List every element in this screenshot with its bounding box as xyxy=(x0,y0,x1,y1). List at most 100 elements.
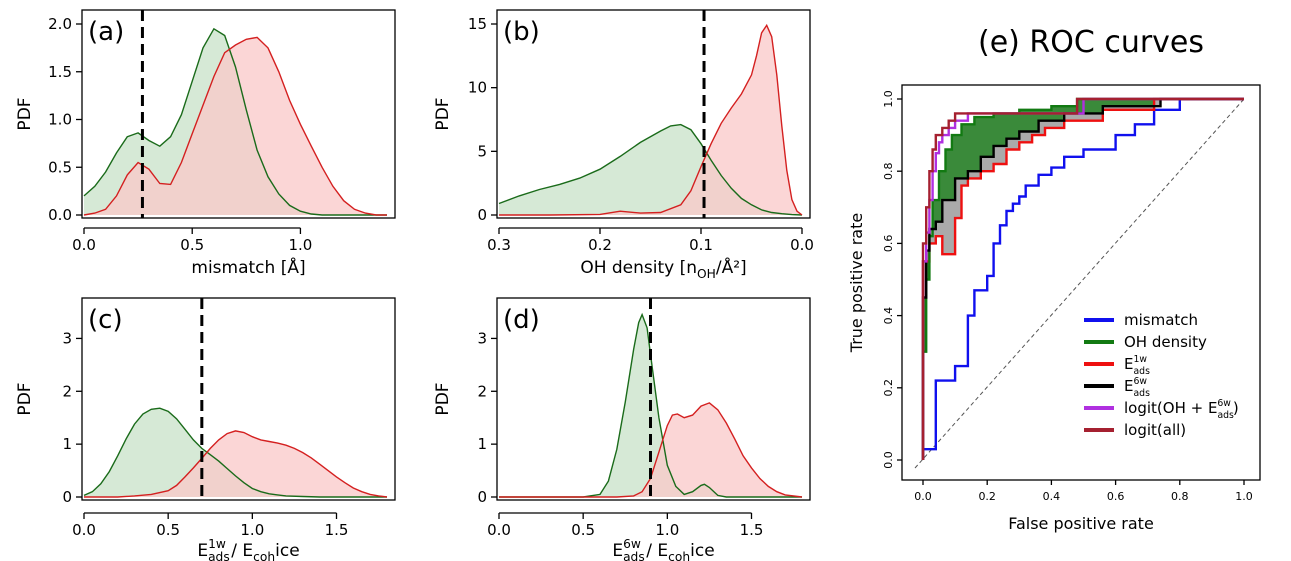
y-tick-label: 1.0 xyxy=(48,111,72,129)
x-tick-label: 0.0 xyxy=(72,521,96,539)
y-tick-label: 5 xyxy=(477,142,487,160)
y-tick-label: 15 xyxy=(468,15,487,33)
plot-frame xyxy=(496,297,811,501)
y-axis-label: PDF xyxy=(15,382,35,415)
y-tick-label: 0.0 xyxy=(48,206,72,224)
legend-label: OH density xyxy=(1124,333,1207,351)
plot-frame xyxy=(901,84,1261,481)
density-area xyxy=(84,408,387,497)
y-tick-label: 10 xyxy=(468,79,487,97)
plot-frame xyxy=(81,9,396,219)
y-tick-label: 0 xyxy=(477,488,487,506)
label-part: /Å²] xyxy=(716,256,747,278)
x-tick-label: 0.5 xyxy=(180,236,204,254)
x-tick-label: 0.1 xyxy=(689,236,713,254)
y-tick-label: 0.0 xyxy=(882,451,895,469)
roc-title: (e) ROC curves xyxy=(978,25,1204,60)
label-part: ice xyxy=(690,541,715,561)
legend-label: logit(all) xyxy=(1124,421,1186,439)
x-tick-label: 1.0 xyxy=(1235,490,1253,503)
axis-label: mismatch [Å] xyxy=(191,256,305,278)
density-area xyxy=(84,37,387,216)
y-axis-label: True positive rate xyxy=(847,213,866,353)
x-tick-label: 0.0 xyxy=(790,236,814,254)
y-tick-label: 0.5 xyxy=(48,158,72,176)
density-area xyxy=(499,25,802,215)
y-tick-label: 1.0 xyxy=(882,90,895,108)
x-axis-label: False positive rate xyxy=(1008,514,1154,533)
x-tick-label: 1.5 xyxy=(325,521,349,539)
roc-curve xyxy=(921,97,1244,460)
x-tick-label: 0.3 xyxy=(487,236,511,254)
x-tick-label: 0.4 xyxy=(1043,490,1061,503)
chance-diagonal xyxy=(914,98,1245,469)
x-tick-label: 0.0 xyxy=(914,490,932,503)
density-curve xyxy=(83,27,387,216)
legend-sub: ads xyxy=(1217,410,1234,421)
density-panel-2: (b) 0 5 10 15 0.3 0.2 0.1 0.0 PDF OH density [nOH/… xyxy=(433,9,814,281)
axis-label: Eads1w / Ecohice xyxy=(197,537,299,561)
y-tick-label: 0.8 xyxy=(882,162,895,180)
x-tick-label: 0.8 xyxy=(1171,490,1189,503)
roc-curve xyxy=(921,97,1244,460)
plot-frame xyxy=(81,297,396,501)
label-part: coh xyxy=(253,550,275,561)
x-tick-label: 0.2 xyxy=(588,236,612,254)
density-area xyxy=(499,402,802,497)
y-tick-label: 0 xyxy=(477,206,487,224)
label-part: ice xyxy=(275,541,300,561)
x-tick-label: 1.0 xyxy=(655,521,679,539)
x-tick-label: 0.5 xyxy=(156,521,180,539)
legend-part: logit(OH + E xyxy=(1124,399,1217,417)
panel-label: (b) xyxy=(503,17,540,47)
label-part: / E xyxy=(641,541,668,561)
legend-label: mismatch xyxy=(1124,311,1198,329)
y-tick-label: 0.2 xyxy=(882,379,895,397)
y-tick-label: 2.0 xyxy=(48,15,72,33)
x-tick-label: 1.5 xyxy=(740,521,764,539)
x-tick-label: 1.0 xyxy=(288,236,312,254)
label-part: mismatch [Å] xyxy=(191,256,305,278)
roc-curve xyxy=(921,97,1244,460)
label-part: ads xyxy=(208,550,230,561)
label-part: 6w xyxy=(623,537,641,551)
density-curve xyxy=(83,407,387,498)
panel-label: (a) xyxy=(88,17,124,47)
roc-curve xyxy=(921,97,1244,460)
x-tick-label: 0.6 xyxy=(1107,490,1125,503)
density-area xyxy=(84,430,387,497)
legend-part: ) xyxy=(1233,399,1239,417)
label-part: OH xyxy=(697,267,716,281)
axis-label: Eads6w / Ecohice xyxy=(612,537,714,561)
y-tick-label: 1 xyxy=(62,435,72,453)
y-tick-label: 1.5 xyxy=(48,63,72,81)
label-part: OH density [n xyxy=(580,258,697,278)
label-part: ads xyxy=(623,550,645,561)
x-tick-label: 0.0 xyxy=(72,236,96,254)
panel-label: (d) xyxy=(503,305,540,335)
label-part: E xyxy=(197,541,208,561)
legend-label: Eads1w xyxy=(1124,354,1150,377)
legend-sup: 6w xyxy=(1133,376,1147,387)
y-tick-label: 0 xyxy=(62,488,72,506)
y-tick-label: 0.6 xyxy=(882,235,895,253)
axis-label: OH density [nOH/Å²] xyxy=(580,256,746,281)
legend-sup: 1w xyxy=(1133,354,1147,365)
label-part: / E xyxy=(226,541,253,561)
label-part: 1w xyxy=(208,537,226,551)
density-panel-4: (d) 0 1 2 3 0.0 0.5 1.0 1.5 PDF Eads6w / Ecohice xyxy=(433,297,811,561)
y-tick-label: 2 xyxy=(62,382,72,400)
density-curve xyxy=(498,123,803,216)
y-tick-label: 3 xyxy=(62,329,72,347)
legend-label: Eads6w xyxy=(1124,376,1150,399)
y-axis-label: PDF xyxy=(433,97,453,130)
panel-label: (c) xyxy=(88,305,123,335)
y-tick-label: 1 xyxy=(477,435,487,453)
legend-sub: ads xyxy=(1133,366,1150,377)
x-tick-label: 0.2 xyxy=(978,490,996,503)
y-tick-label: 2 xyxy=(477,382,487,400)
legend-sup: 6w xyxy=(1217,398,1231,409)
x-tick-label: 1.0 xyxy=(240,521,264,539)
x-tick-label: 0.5 xyxy=(571,521,595,539)
